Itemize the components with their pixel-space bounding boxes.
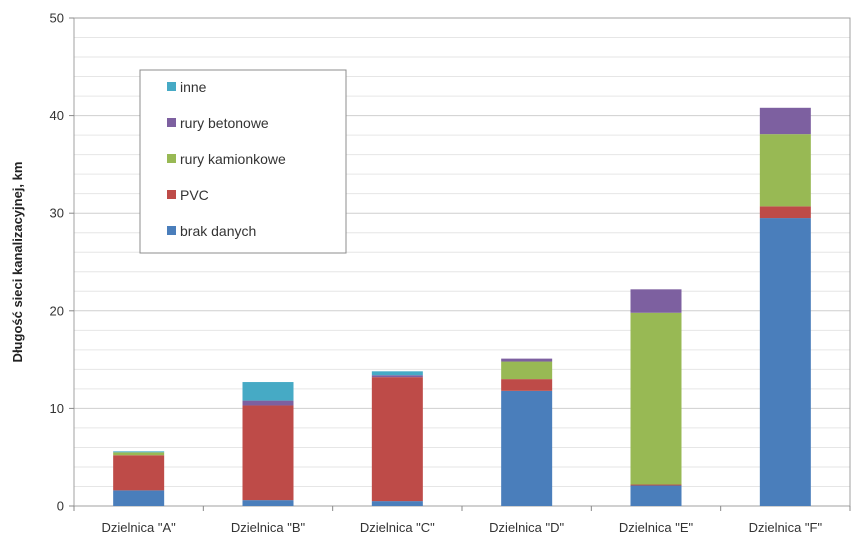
bar-segment (371, 377, 423, 502)
legend-swatch (167, 190, 176, 199)
bars (113, 107, 811, 506)
legend-swatch (167, 226, 176, 235)
x-tick-label: Dzielnica "F" (749, 520, 823, 535)
x-tick-label: Dzielnica "D" (489, 520, 564, 535)
y-axis-ticks: 0 10 20 30 40 50 (50, 11, 74, 514)
bar-segment (759, 107, 811, 135)
bar-segment (759, 218, 811, 506)
legend-swatch (167, 154, 176, 163)
legend-swatch (167, 118, 176, 127)
x-tick-label: Dzielnica "B" (231, 520, 306, 535)
y-tick-label: 10 (50, 401, 64, 416)
bar-segment (242, 400, 294, 406)
x-tick-label: Dzielnica "E" (619, 520, 694, 535)
bar-segment (630, 289, 682, 313)
bar-segment (759, 206, 811, 219)
x-axis-ticks: Dzielnica "A" Dzielnica "B" Dzielnica "C" D… (73, 506, 851, 535)
legend-label: PVC (180, 187, 209, 203)
legend-label: brak danych (180, 223, 256, 239)
bar-segment (242, 500, 294, 506)
legend-label: inne (180, 79, 207, 95)
bar-segment (501, 379, 553, 391)
legend-swatch (167, 82, 176, 91)
bar-segment (501, 390, 553, 506)
gridlines (74, 37, 850, 487)
bar-segment (242, 405, 294, 501)
bar-segment (759, 134, 811, 207)
bar-segment (501, 361, 553, 380)
bar-segment (242, 382, 294, 401)
bar-segment (371, 501, 423, 506)
bar-segment (630, 312, 682, 485)
y-tick-label: 20 (50, 303, 64, 318)
bar-segment (113, 490, 165, 506)
x-tick-label: Dzielnica "A" (102, 520, 177, 535)
bar-segment (113, 451, 165, 453)
bar-segment (501, 358, 553, 362)
y-axis-title: Długość sieci kanalizacyjnej, km (10, 162, 25, 363)
legend-label: rury kamionkowe (180, 151, 286, 167)
x-tick-label: Dzielnica "C" (360, 520, 435, 535)
legend-label: rury betonowe (180, 115, 269, 131)
y-tick-label: 50 (50, 11, 64, 26)
bar-segment (371, 371, 423, 376)
legend: inne rury betonowe rury kamionkowe PVC brak … (139, 69, 347, 254)
bar-segment (630, 485, 682, 506)
bar-segment (113, 452, 165, 456)
bar-segment (113, 455, 165, 491)
y-tick-label: 40 (50, 108, 64, 123)
y-tick-label: 30 (50, 206, 64, 221)
y-tick-label: 0 (57, 499, 64, 514)
bar-segment (630, 484, 682, 486)
bar-segment (371, 375, 423, 378)
